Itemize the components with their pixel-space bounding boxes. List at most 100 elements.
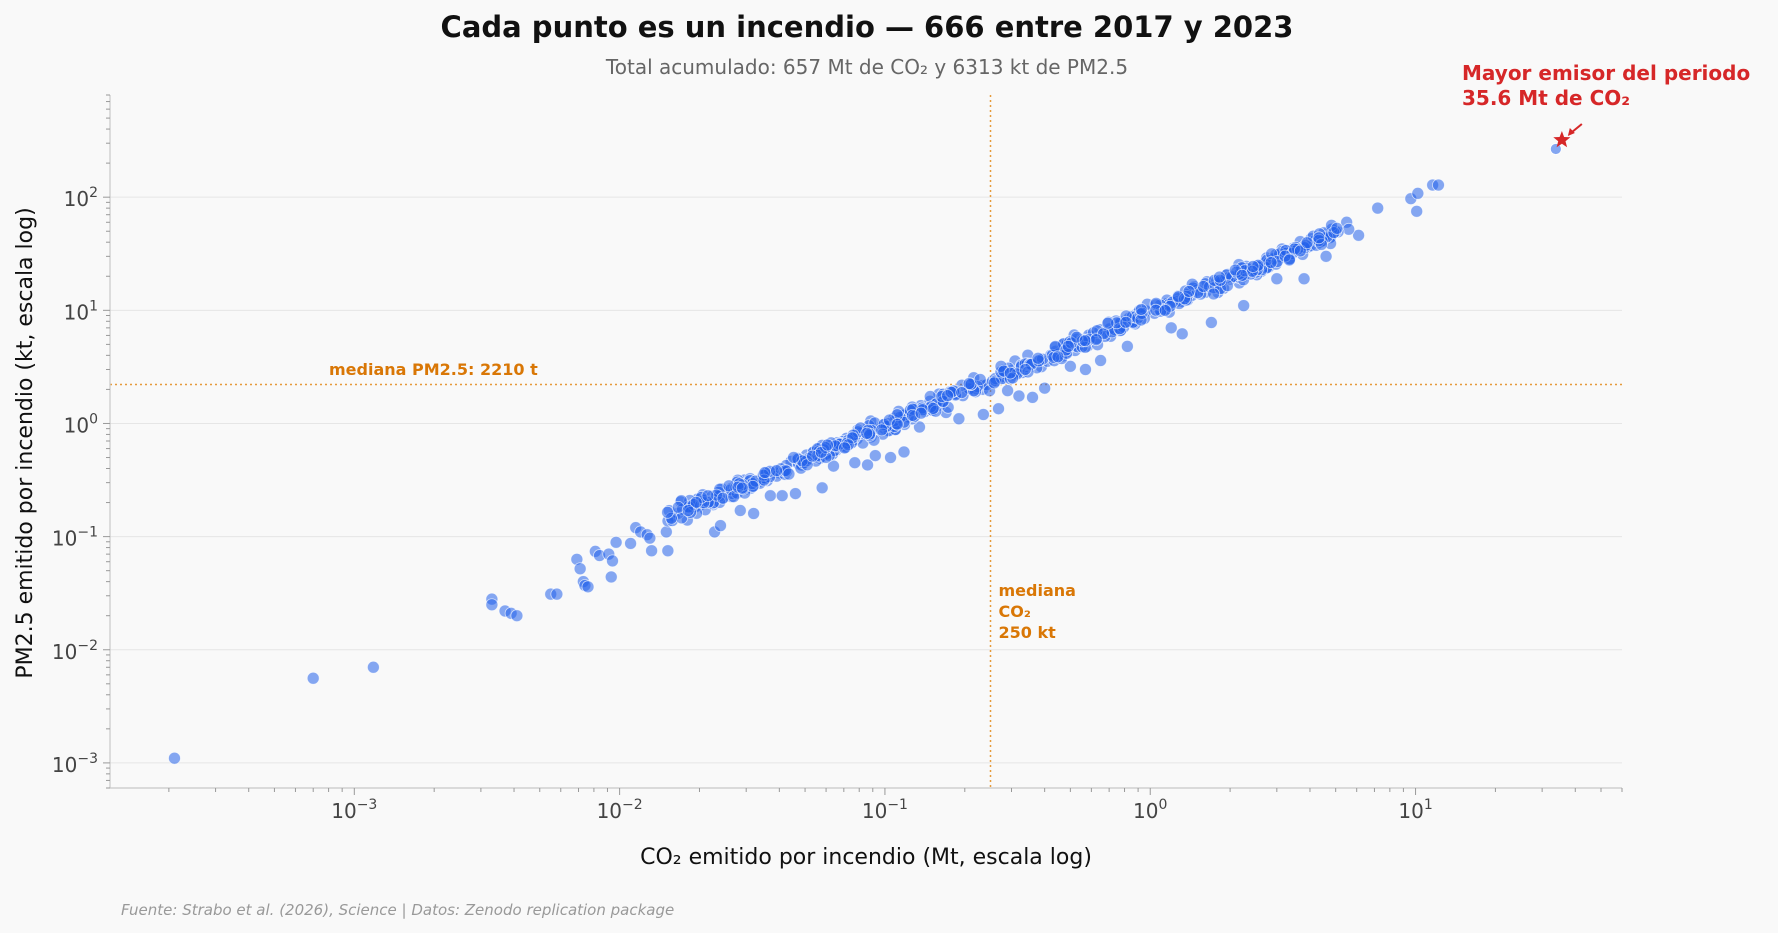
data-point xyxy=(735,481,749,495)
data-point xyxy=(1158,304,1172,317)
data-point xyxy=(770,464,783,478)
data-point xyxy=(609,535,623,549)
x-tick-label: 100 xyxy=(1133,797,1167,823)
data-point xyxy=(973,373,987,386)
y-tick-label: 102 xyxy=(64,185,98,211)
data-point xyxy=(941,389,954,403)
data-point xyxy=(884,451,897,464)
data-point xyxy=(573,562,587,576)
y-tick-label: 10−3 xyxy=(52,751,98,777)
data-point xyxy=(1246,260,1260,273)
data-point xyxy=(701,489,715,503)
data-point xyxy=(1182,285,1196,298)
data-point xyxy=(992,402,1005,416)
data-point xyxy=(1264,256,1278,269)
data-point xyxy=(1371,201,1385,215)
data-point xyxy=(681,504,695,517)
data-point xyxy=(746,480,760,493)
data-point xyxy=(955,386,969,399)
data-point xyxy=(1094,354,1108,367)
y-tick-label: 10−1 xyxy=(52,525,98,551)
data-point xyxy=(775,489,789,503)
data-point xyxy=(550,587,564,601)
data-point xyxy=(1300,236,1314,250)
data-point xyxy=(645,544,659,558)
y-axis-label: PM2.5 emitido por incendio (kt, escala l… xyxy=(13,207,38,678)
data-point xyxy=(1207,287,1221,301)
data-point xyxy=(1101,316,1115,330)
data-point xyxy=(1001,384,1015,398)
x-tick-label: 10−3 xyxy=(331,797,377,823)
median-co2-label-line: CO₂ xyxy=(999,602,1031,621)
data-point xyxy=(914,406,928,420)
gridlines xyxy=(110,196,1622,764)
data-point xyxy=(758,466,772,479)
data-point xyxy=(1293,244,1307,258)
axes xyxy=(103,94,1623,795)
x-tick-label: 10−1 xyxy=(862,797,908,823)
data-point xyxy=(306,671,320,685)
data-point xyxy=(661,505,674,519)
data-point xyxy=(926,402,940,415)
data-point xyxy=(1312,231,1326,245)
data-point xyxy=(789,487,802,500)
data-point xyxy=(581,580,595,594)
median-co2-label-line: 250 kt xyxy=(999,623,1057,642)
highlight-annotation: Mayor emisor del periodo 35.6 Mt de CO₂ xyxy=(1462,61,1750,155)
median-lines xyxy=(110,95,1622,788)
data-point xyxy=(1410,204,1424,218)
data-point xyxy=(1018,363,1032,376)
data-point xyxy=(1051,350,1065,364)
data-point xyxy=(1119,315,1133,329)
data-point xyxy=(1235,268,1249,282)
data-point xyxy=(1089,333,1103,346)
data-point xyxy=(987,376,1001,390)
data-point xyxy=(661,544,675,558)
y-tick-labels: 10−3 10−2 10−1 100 101 102 xyxy=(52,185,98,777)
data-point xyxy=(976,408,990,421)
data-point xyxy=(1061,339,1075,353)
data-point xyxy=(952,412,966,426)
data-point xyxy=(1319,249,1333,263)
data-point xyxy=(1026,390,1039,404)
data-point xyxy=(1171,290,1185,304)
data-point xyxy=(1078,334,1092,348)
x-tick-labels: 10−3 10−2 10−1 100 101 xyxy=(331,797,1432,823)
data-point xyxy=(1120,339,1134,353)
data-point xyxy=(714,519,727,533)
data-point xyxy=(787,451,801,464)
median-pm25-label: mediana PM2.5: 2210 t xyxy=(329,360,538,379)
data-point xyxy=(1031,351,1045,365)
data-point xyxy=(733,504,747,517)
data-point xyxy=(1079,363,1092,376)
data-point xyxy=(1012,389,1026,403)
highlight-label-line: Mayor emisor del periodo xyxy=(1462,61,1750,85)
data-point xyxy=(1196,280,1210,293)
data-point xyxy=(891,417,904,431)
data-point xyxy=(1237,299,1251,313)
data-points xyxy=(168,178,1445,765)
highlight-label: Mayor emisor del periodo 35.6 Mt de CO₂ xyxy=(1462,61,1750,110)
data-point xyxy=(875,423,889,437)
data-point xyxy=(838,441,851,455)
data-point xyxy=(1213,270,1226,284)
data-point xyxy=(659,525,673,539)
data-point xyxy=(1164,321,1178,335)
data-point xyxy=(821,438,834,452)
data-point xyxy=(913,420,926,434)
data-point xyxy=(689,495,703,509)
data-point xyxy=(1411,186,1425,200)
highlight-star-icon xyxy=(1553,131,1571,148)
chart-title: Cada punto es un incendio — 666 entre 20… xyxy=(441,10,1294,44)
data-point xyxy=(1134,303,1148,316)
data-point xyxy=(1270,272,1284,286)
data-point xyxy=(1352,228,1365,242)
source-note: Fuente: Strabo et al. (2026), Science | … xyxy=(121,901,674,919)
data-point xyxy=(366,660,380,674)
data-point xyxy=(861,458,874,472)
highlight-label-line: 35.6 Mt de CO₂ xyxy=(1462,86,1630,110)
data-point xyxy=(1297,272,1311,286)
data-point xyxy=(1432,178,1445,192)
data-point xyxy=(897,445,911,459)
data-point xyxy=(1063,359,1077,373)
